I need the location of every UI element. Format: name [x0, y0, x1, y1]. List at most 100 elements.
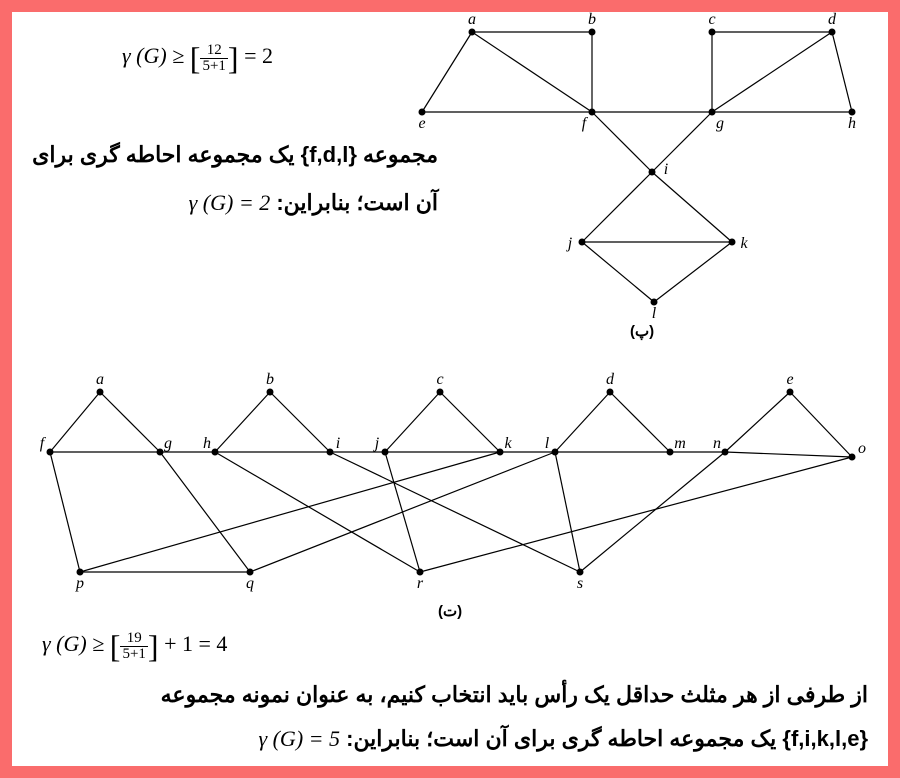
node-label-i: i	[336, 435, 340, 452]
graph-edge	[80, 452, 500, 572]
graph-node-i	[327, 449, 334, 456]
graph-edge	[555, 452, 580, 572]
formula-1-frac-bot: 5+1	[200, 59, 227, 74]
node-label-o: o	[858, 440, 866, 457]
node-label-g: g	[716, 115, 724, 132]
formula-eq3: γ (G) = 5	[258, 726, 340, 751]
graph-node-o	[849, 454, 856, 461]
graph-node-f	[47, 449, 54, 456]
node-label-a: a	[96, 372, 104, 388]
node-label-g: g	[164, 435, 172, 452]
graph-edge	[555, 392, 610, 452]
formula-1-fraction: 125+1	[200, 43, 227, 74]
node-label-i: i	[664, 161, 668, 178]
graph-edge	[270, 392, 330, 452]
graph-edge	[215, 452, 420, 572]
graph-node-a	[469, 29, 476, 36]
graph-edge	[610, 392, 670, 452]
graph-node-b	[589, 29, 596, 36]
graph-edge	[100, 392, 160, 452]
text-1-post: یک مجموعه احاطه گری برای	[32, 142, 301, 167]
page-frame: γ (G) ≥ [125+1] = 2 abcdefghijkl(پ) مجمو…	[0, 0, 900, 778]
node-label-f: f	[40, 435, 47, 452]
graph-edge	[472, 32, 592, 112]
formula-2-prefix: γ (G) ≥	[42, 631, 110, 656]
node-label-e: e	[418, 115, 425, 132]
node-label-m: m	[674, 435, 686, 452]
formula-1-prefix: γ (G) ≥	[122, 43, 190, 68]
node-label-j: j	[373, 435, 380, 452]
formula-2-frac-top: 19	[120, 631, 147, 647]
node-label-d: d	[828, 12, 837, 28]
node-label-r: r	[417, 575, 424, 592]
formula-eq2: γ (G) = 2	[189, 190, 271, 215]
text-1-pre: مجموعه	[357, 142, 438, 167]
right-bracket-icon: ]	[228, 42, 239, 74]
text-2-set: {f,i,k,l,e}	[782, 726, 868, 751]
graph-edge	[422, 32, 472, 112]
graph-node-g	[157, 449, 164, 456]
node-label-q: q	[246, 575, 254, 592]
graph-node-k	[497, 449, 504, 456]
formula-1-suffix: = 2	[239, 43, 273, 68]
text-1-line-2: آن است؛ بنابراین: γ (G) = 2	[38, 190, 438, 216]
text-2-line-2: {f,i,k,l,e} یک مجموعه احاطه گری برای آن …	[18, 726, 868, 752]
node-label-b: b	[266, 372, 274, 388]
graph-edge	[652, 112, 712, 172]
graph-edge	[582, 172, 652, 242]
node-label-l: l	[652, 305, 657, 322]
text-1-line-1: مجموعه {f,d,l} یک مجموعه احاطه گری برای	[0, 142, 438, 168]
formula-2-frac-bot: 5+1	[120, 647, 147, 662]
graph-node-j	[382, 449, 389, 456]
text-2-line-1: از طرفی از هر مثلث حداقل یک رأس باید انت…	[18, 682, 868, 708]
formula-2-fraction: 195+1	[120, 631, 147, 662]
right-bracket-icon-2: ]	[148, 630, 159, 662]
formula-2: γ (G) ≥ [195+1] + 1 = 4	[42, 630, 227, 662]
node-label-k: k	[504, 435, 512, 452]
graph-edge	[592, 112, 652, 172]
node-label-s: s	[577, 575, 583, 592]
graph-edge	[652, 172, 732, 242]
node-label-b: b	[588, 12, 596, 28]
text-1-line2-pre: آن است؛ بنابراین:	[270, 190, 438, 215]
graph-edge	[582, 242, 654, 302]
formula-1-frac-top: 12	[200, 43, 227, 59]
node-label-l: l	[545, 435, 550, 452]
node-label-n: n	[713, 435, 721, 452]
graph-caption: (پ)	[630, 323, 654, 341]
node-label-h: h	[203, 435, 211, 452]
graph-node-c	[709, 29, 716, 36]
graph-edge	[420, 457, 852, 572]
graph-node-k	[729, 239, 736, 246]
text-2-line1: از طرفی از هر مثلث حداقل یک رأس باید انت…	[161, 682, 868, 707]
left-bracket-icon: [	[190, 42, 201, 74]
node-label-f: f	[582, 115, 589, 132]
node-label-e: e	[786, 372, 793, 388]
graph-1: abcdefghijkl(پ)	[412, 12, 872, 342]
graph-edge	[654, 242, 732, 302]
graph-edge	[712, 32, 832, 112]
graph-node-i	[649, 169, 656, 176]
graph-edge	[160, 452, 250, 572]
node-label-j: j	[566, 235, 573, 252]
node-label-a: a	[468, 12, 476, 28]
node-label-k: k	[740, 235, 748, 252]
left-bracket-icon-2: [	[110, 630, 121, 662]
graph-edge	[725, 452, 852, 457]
node-label-c: c	[708, 12, 715, 28]
graph-node-a	[97, 389, 104, 396]
graph-edge	[580, 452, 725, 572]
formula-1: γ (G) ≥ [125+1] = 2	[122, 42, 273, 74]
graph-node-f	[589, 109, 596, 116]
graph-node-l	[552, 449, 559, 456]
graph-node-j	[579, 239, 586, 246]
graph-node-e	[787, 389, 794, 396]
graph-node-b	[267, 389, 274, 396]
node-label-d: d	[606, 372, 615, 388]
graph-edge	[832, 32, 852, 112]
graph-node-n	[722, 449, 729, 456]
text-1-set: {f,d,l}	[301, 142, 357, 167]
page-content: γ (G) ≥ [125+1] = 2 abcdefghijkl(پ) مجمو…	[12, 12, 888, 766]
formula-2-mid: + 1 = 4	[159, 631, 228, 656]
graph-node-g	[709, 109, 716, 116]
